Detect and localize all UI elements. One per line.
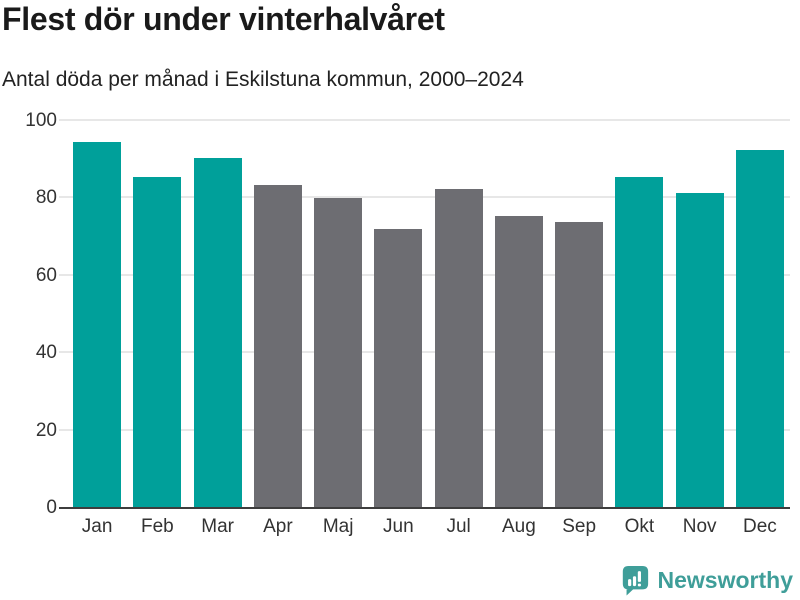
x-tick-label-okt: Okt bbox=[624, 516, 655, 537]
bar-slot-aug bbox=[489, 121, 549, 508]
bar-jun bbox=[374, 229, 423, 508]
x-tick-label-apr: Apr bbox=[263, 516, 293, 537]
bar-sep bbox=[555, 221, 604, 508]
x-tick-label-mar: Mar bbox=[201, 516, 234, 537]
x-tick-label-dec: Dec bbox=[742, 516, 777, 537]
y-axis-labels: 0 20 40 60 80 100 bbox=[0, 111, 57, 518]
bar-jul bbox=[434, 188, 483, 508]
chart-title: Flest dör under vinterhalvåret bbox=[2, 1, 445, 37]
brand-name: Newsworthy bbox=[657, 566, 793, 593]
bar-slot-okt bbox=[609, 121, 669, 508]
x-tick-label-jun: Jun bbox=[383, 516, 414, 537]
bar-slot-dec bbox=[730, 121, 790, 508]
bar-mar bbox=[193, 157, 242, 508]
y-tick-label-40: 40 bbox=[35, 342, 57, 364]
x-tick-label-aug: Aug bbox=[501, 516, 536, 537]
gridline-y40 bbox=[59, 351, 790, 354]
y-tick-label-60: 60 bbox=[35, 264, 57, 286]
bar-maj bbox=[314, 198, 363, 508]
bar-dec bbox=[735, 150, 784, 508]
gridline-y60 bbox=[59, 273, 790, 276]
bar-slot-jun bbox=[368, 121, 428, 508]
gridline-y100 bbox=[59, 119, 790, 121]
bar-nov bbox=[675, 192, 724, 508]
bar-apr bbox=[253, 184, 302, 508]
x-tick-label-maj: Maj bbox=[322, 516, 354, 537]
bar-slot-jan bbox=[67, 121, 127, 508]
newsworthy-logo-icon bbox=[622, 565, 648, 596]
bar-aug bbox=[494, 215, 543, 508]
x-tick-label-jan: Jan bbox=[81, 516, 113, 537]
y-tick-label-0: 0 bbox=[46, 497, 57, 518]
x-tick-label-sep: Sep bbox=[562, 516, 597, 537]
y-tick-label-20: 20 bbox=[35, 419, 57, 441]
bar-slot-feb bbox=[127, 121, 187, 508]
bar-feb bbox=[133, 177, 182, 508]
bar-slot-sep bbox=[549, 121, 609, 508]
x-tick-label-jul: Jul bbox=[446, 516, 471, 537]
x-axis-line bbox=[59, 507, 790, 509]
brand-footer: Newsworthy bbox=[620, 564, 793, 596]
gridline-y20 bbox=[59, 428, 790, 431]
bar-slot-jul bbox=[429, 121, 489, 508]
y-tick-label-100: 100 bbox=[25, 110, 57, 131]
bar-slot-mar bbox=[188, 121, 248, 508]
y-tick-label-80: 80 bbox=[35, 187, 57, 209]
chart-subtitle: Antal döda per månad i Eskilstuna kommun… bbox=[2, 68, 524, 91]
bar-slot-nov bbox=[670, 121, 730, 508]
x-tick-label-nov: Nov bbox=[682, 516, 717, 537]
gridline-y80 bbox=[59, 196, 790, 199]
plot-area bbox=[59, 119, 790, 508]
bar-okt bbox=[615, 177, 664, 508]
bar-slot-apr bbox=[248, 121, 308, 508]
x-tick-label-feb: Feb bbox=[141, 516, 174, 537]
x-axis-labels: Jan Feb Mar Apr Maj Jun Jul Aug Sep Okt Nov Dec bbox=[67, 516, 790, 538]
bar-jan bbox=[73, 142, 122, 508]
bar-slot-maj bbox=[308, 121, 368, 508]
